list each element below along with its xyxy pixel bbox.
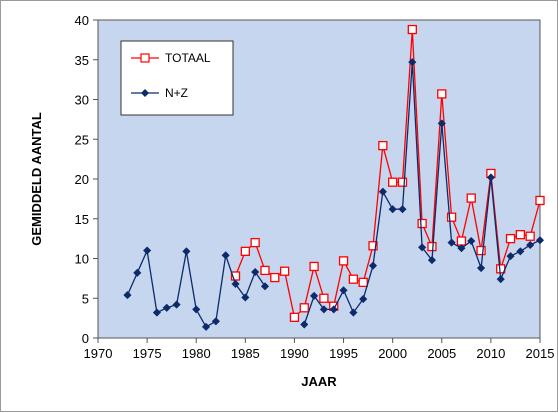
data-point-totaal [240,246,250,256]
data-point-totaal [299,303,309,313]
data-point-n-z [309,291,319,301]
x-tick-label: 1990 [280,346,309,361]
y-tick-label: 5 [82,291,89,306]
data-point-n-z [142,246,152,255]
x-tick-label: 1980 [182,346,211,361]
data-point-totaal [407,24,417,35]
x-tick-label: 2005 [427,346,456,361]
data-point-n-z [496,275,505,284]
data-point-n-z [486,173,496,182]
data-point-totaal [505,233,516,244]
data-point-n-z [437,119,446,128]
data-point-n-z [231,279,240,289]
data-point-n-z [467,236,476,246]
x-tick-label: 1995 [329,346,358,361]
x-axis-title: JAAR [301,374,337,389]
data-point-totaal [289,312,300,322]
data-point-n-z [152,308,162,317]
data-point-n-z [408,57,417,67]
data-point-n-z [251,267,260,277]
data-point-totaal [348,274,359,284]
data-point-totaal [368,241,378,251]
data-point-n-z [349,308,358,317]
x-tick-label: 2000 [378,346,407,361]
legend-label-totaal: TOTAAL [165,51,211,65]
y-tick-label: 15 [75,212,89,227]
legend: TOTAAL N+Z [120,40,234,116]
data-point-totaal [417,218,427,229]
data-point-n-z [133,268,142,277]
y-tick-label: 20 [75,172,89,187]
data-point-n-z [526,240,535,250]
data-point-n-z [476,263,486,273]
data-point-totaal [309,261,319,272]
data-point-totaal [476,245,486,256]
x-tick-label: 1970 [84,346,113,361]
data-point-totaal [427,241,437,252]
data-point-n-z [172,300,181,309]
y-tick-label: 25 [75,132,89,147]
data-point-n-z [241,293,250,302]
legend-label-nz: N+Z [165,86,188,100]
legend-box [120,40,234,116]
data-point-n-z [516,247,525,256]
data-point-n-z [329,305,338,314]
x-tick-label: 1975 [133,346,162,361]
y-tick-label: 30 [75,93,89,108]
data-point-n-z [457,244,466,253]
data-point-n-z [339,286,348,295]
data-point-totaal [525,231,535,241]
series-line-totaal [234,29,541,319]
data-point-totaal [515,229,526,240]
data-point-n-z [506,251,515,261]
data-point-n-z [123,290,132,300]
data-point-n-z [319,305,329,314]
data-point-totaal [446,212,457,222]
data-point-totaal [270,272,280,283]
data-point-n-z [427,255,437,265]
data-point-n-z [388,205,397,214]
data-point-totaal [338,256,349,266]
data-point-n-z [535,236,545,245]
data-point-totaal [456,236,467,246]
data-point-n-z [417,243,427,252]
data-point-n-z [221,251,230,260]
y-axis-title: GEMIDDELD AANTAL [29,112,44,246]
data-point-n-z [368,261,378,270]
data-point-n-z [378,187,387,196]
data-point-totaal [378,140,388,151]
legend-marker-nz [141,89,149,97]
data-point-n-z [300,320,309,329]
data-point-n-z [162,303,171,312]
data-point-n-z [359,294,368,304]
data-point-n-z [182,247,191,256]
data-point-n-z [447,238,456,247]
x-tick-label: 1985 [231,346,260,361]
data-point-totaal [279,266,290,276]
data-point-totaal [397,177,408,187]
data-point-totaal [437,89,447,99]
data-point-totaal [466,193,476,203]
y-tick-label: 10 [75,252,89,267]
y-tick-label: 35 [75,53,89,68]
data-point-n-z [201,322,211,332]
x-tick-label: 2010 [476,346,505,361]
data-point-n-z [398,205,407,214]
y-tick-label: 40 [75,13,89,28]
data-point-n-z [192,305,201,314]
data-point-totaal [250,237,260,248]
data-point-totaal [535,195,545,206]
data-point-n-z [260,282,270,291]
legend-marker-totaal [140,53,150,63]
data-point-n-z [211,317,221,326]
y-tick-label: 0 [82,331,89,346]
data-point-totaal [388,177,398,187]
data-point-totaal [260,265,270,276]
x-tick-label: 2015 [526,346,555,361]
data-point-totaal [358,277,368,288]
data-point-totaal [319,293,329,303]
